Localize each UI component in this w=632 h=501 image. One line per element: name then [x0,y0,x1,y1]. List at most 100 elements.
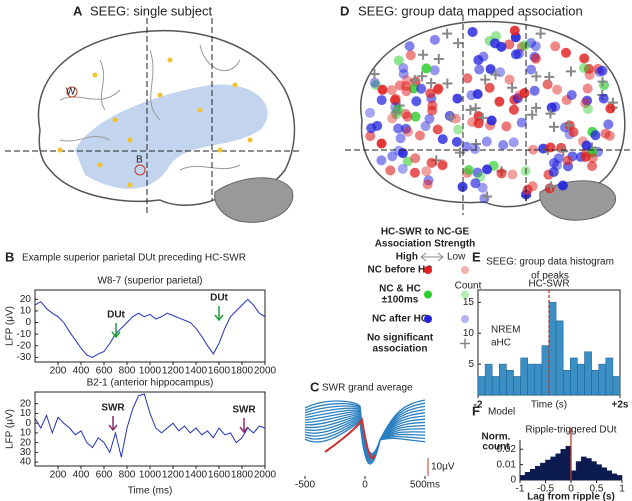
plot-frame [34,289,266,363]
electrode-dot [473,118,484,129]
x-tick-label: 600 [96,366,113,377]
electrode-dot [579,62,590,73]
series-label: aHC [491,338,511,349]
histogram-bar [477,376,486,396]
legend-marker [461,315,469,323]
electrode-dot [495,67,506,78]
legend-label: NC & HC [379,284,421,295]
chart-title: Model [488,407,515,418]
electrode-dot [552,84,563,95]
histogram-bar [606,470,613,481]
histogram-bar [506,370,514,396]
electrode-label: B [136,155,143,166]
x-tick-label: 1200 [162,366,185,377]
electrode-dot [385,165,396,176]
histogram-bar [580,456,587,481]
electrode-cross [531,102,542,113]
x-tick-label: 1800 [231,470,254,481]
electrode-dot [590,130,601,141]
x-tick-label: 200 [50,366,67,377]
electrode-cross [417,71,428,82]
electrode-dot [557,180,568,191]
electrode-dot [604,130,615,141]
electrode-dot [466,90,477,101]
electrode-cross [465,104,476,115]
brain-a [5,18,300,223]
electrode-dot [387,151,398,162]
x-tick-label: 2000 [254,366,277,377]
electrode-dot [513,48,524,59]
legend-marker [461,266,469,274]
electrode-dot [426,157,437,168]
electrode-dot [486,115,497,126]
electrode-dot [542,79,553,90]
x-tick-label: 1000 [139,366,162,377]
x-tick-label: 400 [73,366,90,377]
legend-title: Association Strength [375,239,476,250]
electrode-dot [401,75,412,86]
legend-title: HC-SWR to NC-GE [381,227,470,238]
legend-label: No significant [367,333,434,344]
x-tick-label: 1 [619,484,625,495]
electrode-cross [558,146,569,157]
electrode-cross [442,28,453,39]
x-axis-label: Time (s) [531,400,567,411]
histogram-bar [596,464,602,481]
y-tick-label: 20 [20,398,32,409]
y-axis-label: Count [455,281,482,292]
annotation-arrow [111,323,121,339]
plot-frame [34,391,266,467]
electrode-dot [516,117,527,128]
electrode-dot [397,148,408,159]
y-axis-label: LFP (μV) [5,306,16,346]
electrode-dot [366,123,377,134]
legend-low: Low [447,252,466,263]
panel-letter: D [340,3,349,18]
histogram-bar [535,465,541,481]
electrode-dot [402,156,413,167]
electrode-dot [393,55,404,66]
histogram-bar [612,376,621,396]
electrode-dot [582,104,593,115]
electrode-dot [421,166,432,177]
electrode-dot [422,179,433,190]
y-tick-label: 0 [510,475,516,486]
legend-high: High [396,252,418,263]
histogram-bar [562,370,571,396]
x-tick-label: -500 [295,480,315,491]
panel-letter: A [73,3,83,18]
electrode-cross [597,76,608,87]
x-tick-label: 800 [119,470,136,481]
electrode-dot [398,68,409,79]
electrode-dot [463,164,474,175]
x-tick-label: 600 [96,470,113,481]
electrode-dot [376,95,387,106]
electrode-dot [402,111,413,122]
lfp-trace [34,393,266,458]
y-tick-label: -30 [17,352,32,363]
annotation: SWR [232,405,256,416]
electrode-dot [587,161,598,172]
electrode-dot [416,83,427,94]
lfp-trace [34,298,266,358]
legend-marker [460,338,470,349]
electrode-cross [369,69,380,80]
histogram-bar [555,320,564,396]
electrode-dot [508,137,519,148]
electrode-cross [446,112,457,123]
electrode-dot [429,34,440,45]
legend-label: NC before HC [367,265,432,276]
electrode-dot [389,95,400,106]
x-tick-label: -0.5 [537,484,555,495]
scale-label: 10μV [431,462,455,473]
histogram-bar [524,472,531,481]
histogram-bar [527,363,536,396]
histogram-bar [529,468,536,481]
histogram-bar [560,448,567,481]
y-tick-label: 10 [20,306,32,317]
x-tick-label: -2 [474,400,483,411]
annotation-arrow [214,306,224,322]
histogram-bar [491,376,500,396]
x-tick-label: 1600 [208,366,231,377]
